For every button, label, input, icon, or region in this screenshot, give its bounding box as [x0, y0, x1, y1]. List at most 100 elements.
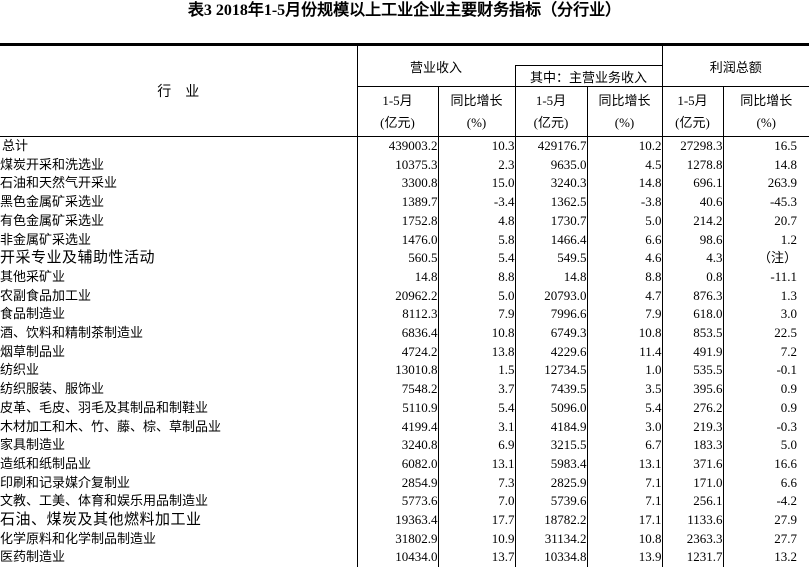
period-label: 1-5月	[535, 92, 567, 108]
growth-label: 同比增长	[450, 92, 503, 108]
value-cell: 1.5	[437, 361, 516, 381]
value-cell: 876.3	[661, 286, 724, 306]
table-row: 文教、工美、体育和娱乐用品制造业 5773.6 7.0 5739.6 7.1 256.1-…	[0, 492, 809, 512]
value-cell: 31134.2	[514, 529, 588, 549]
value-cell: 5.4	[437, 398, 516, 418]
value-cell: 429176.7	[514, 136, 588, 156]
revenue-group-header: 营业收入	[357, 44, 516, 87]
value-cell: 7.3	[437, 473, 516, 493]
industry-name-cell: 开采专业及辅助性活动	[0, 249, 358, 268]
value-cell: 8112.3	[356, 305, 438, 325]
industry-name-cell: 食品制造业	[0, 305, 358, 325]
value-cell: 6.6	[722, 473, 809, 493]
value-cell: 20.7	[722, 211, 809, 231]
table-row: 化学原料和化学制品制造业 31802.9 10.9 31134.2 10.8 2363.3…	[0, 529, 809, 549]
value-cell: 12734.5	[514, 361, 588, 381]
value-cell: 14.8	[586, 174, 663, 194]
value-cell: 1730.7	[514, 211, 588, 231]
industry-name-cell: 纺织业	[0, 361, 358, 381]
table-row: 木材加工和木、竹、藤、棕、草制品业 4199.4 3.1 4184.9 3.0 219.3…	[0, 417, 809, 437]
value-cell: 1231.7	[661, 548, 724, 568]
table-row: 其他采矿业 14.8 8.8 14.8 8.8 0.8 -11.1	[0, 267, 809, 287]
value-cell: 7.2	[722, 342, 809, 362]
main-revenue-spacer	[515, 45, 662, 66]
growth-unit-label: (%)	[756, 114, 777, 130]
industry-name-cell: 其他采矿业	[0, 267, 358, 287]
value-cell: 5.0	[722, 436, 809, 455]
table-row: 非金属矿采选业 1476.0 5.8 1466.4 6.6 98.6 1.2	[0, 230, 809, 250]
industry-name-cell: 黑色金属矿采选业	[0, 193, 358, 212]
value-cell: 27298.3	[661, 136, 724, 156]
value-cell: 40.6	[661, 193, 724, 212]
value-cell: 8.8	[586, 267, 663, 287]
value-cell: 5096.0	[514, 398, 588, 418]
value-cell: 4199.4	[356, 417, 438, 437]
value-cell: 439003.2	[356, 136, 438, 156]
industry-name-cell: 有色金属矿采选业	[0, 211, 358, 231]
value-cell: 3.0	[722, 305, 809, 325]
period-unit-label: (亿元)	[533, 114, 569, 130]
growth-unit-label: (%)	[614, 114, 635, 130]
value-cell: 1.2	[722, 230, 809, 250]
value-cell: 549.5	[514, 249, 588, 268]
table-row: 烟草制品业 4724.2 13.8 4229.6 11.4 491.9 7.2	[0, 342, 809, 362]
value-cell: 171.0	[661, 473, 724, 493]
industry-name-cell: 化学原料和化学制品制造业	[0, 529, 358, 549]
industry-name-cell: 造纸和纸制品业	[0, 454, 358, 474]
value-cell: -11.1	[722, 267, 809, 287]
industry-name-cell: 纺织服装、服饰业	[0, 380, 358, 399]
value-cell: 7439.5	[514, 380, 588, 399]
value-cell: 7.0	[437, 492, 516, 512]
value-cell: 13.2	[722, 548, 809, 568]
value-cell: 2825.9	[514, 473, 588, 493]
value-cell: （注）	[722, 249, 809, 268]
value-cell: 0.8	[661, 267, 724, 287]
value-cell: 13.7	[437, 548, 516, 568]
value-cell: 3300.8	[356, 174, 438, 194]
value-cell: 10434.0	[356, 548, 438, 568]
value-cell: 5.8	[437, 230, 516, 250]
table-row: 农副食品加工业 20962.2 5.0 20793.0 4.7 876.3 1.3	[0, 286, 809, 306]
value-cell: 853.5	[661, 324, 724, 343]
value-cell: -3.8	[586, 193, 663, 212]
value-cell: 27.9	[722, 511, 809, 530]
value-cell: 20793.0	[514, 286, 588, 306]
table-row: 石油和天然气开采业 3300.8 15.0 3240.3 14.8 696.1 263.9	[0, 174, 809, 194]
value-cell: 13.1	[586, 454, 663, 474]
table-row: 造纸和纸制品业 6082.0 13.1 5983.4 13.1 371.6 16.6	[0, 454, 809, 474]
value-cell: 1476.0	[356, 230, 438, 250]
revenue-period-header: 1-5月 (亿元)	[356, 86, 438, 137]
value-cell: -3.4	[437, 193, 516, 212]
value-cell: 10.9	[437, 529, 516, 549]
industry-name-cell: 农副食品加工业	[0, 286, 358, 306]
industry-name-cell: 文教、工美、体育和娱乐用品制造业	[0, 492, 358, 512]
value-cell: 15.0	[437, 174, 516, 194]
value-cell: 10.8	[437, 324, 516, 343]
value-cell: -0.3	[722, 417, 809, 437]
value-cell: 20962.2	[356, 286, 438, 306]
value-cell: 5.4	[586, 398, 663, 418]
value-cell: -45.3	[722, 193, 809, 212]
value-cell: 6.6	[586, 230, 663, 250]
table-row: 食品制造业 8112.3 7.9 7996.6 7.9 618.0 3.0	[0, 305, 809, 325]
value-cell: 1.0	[586, 361, 663, 381]
value-cell: 14.8	[722, 155, 809, 175]
industry-name-cell: 家具制造业	[0, 436, 358, 455]
value-cell: 1278.8	[661, 155, 724, 175]
value-cell: 98.6	[661, 230, 724, 250]
period-unit-label: (亿元)	[380, 114, 415, 130]
profit-group-header: 利润总额	[661, 44, 809, 87]
industry-name-cell: 木材加工和木、竹、藤、棕、草制品业	[0, 417, 358, 437]
value-cell: 3.7	[437, 380, 516, 399]
value-cell: 395.6	[661, 380, 724, 399]
value-cell: 214.2	[661, 211, 724, 231]
value-cell: 3240.8	[356, 436, 438, 455]
value-cell: 2.3	[437, 155, 516, 175]
value-cell: 1362.5	[514, 193, 588, 212]
value-cell: 5739.6	[514, 492, 588, 512]
industry-name-cell: 石油和天然气开采业	[0, 174, 358, 194]
value-cell: 276.2	[661, 398, 724, 418]
value-cell: 7548.2	[356, 380, 438, 399]
period-label: 1-5月	[382, 92, 413, 108]
value-cell: 4.6	[586, 249, 663, 268]
